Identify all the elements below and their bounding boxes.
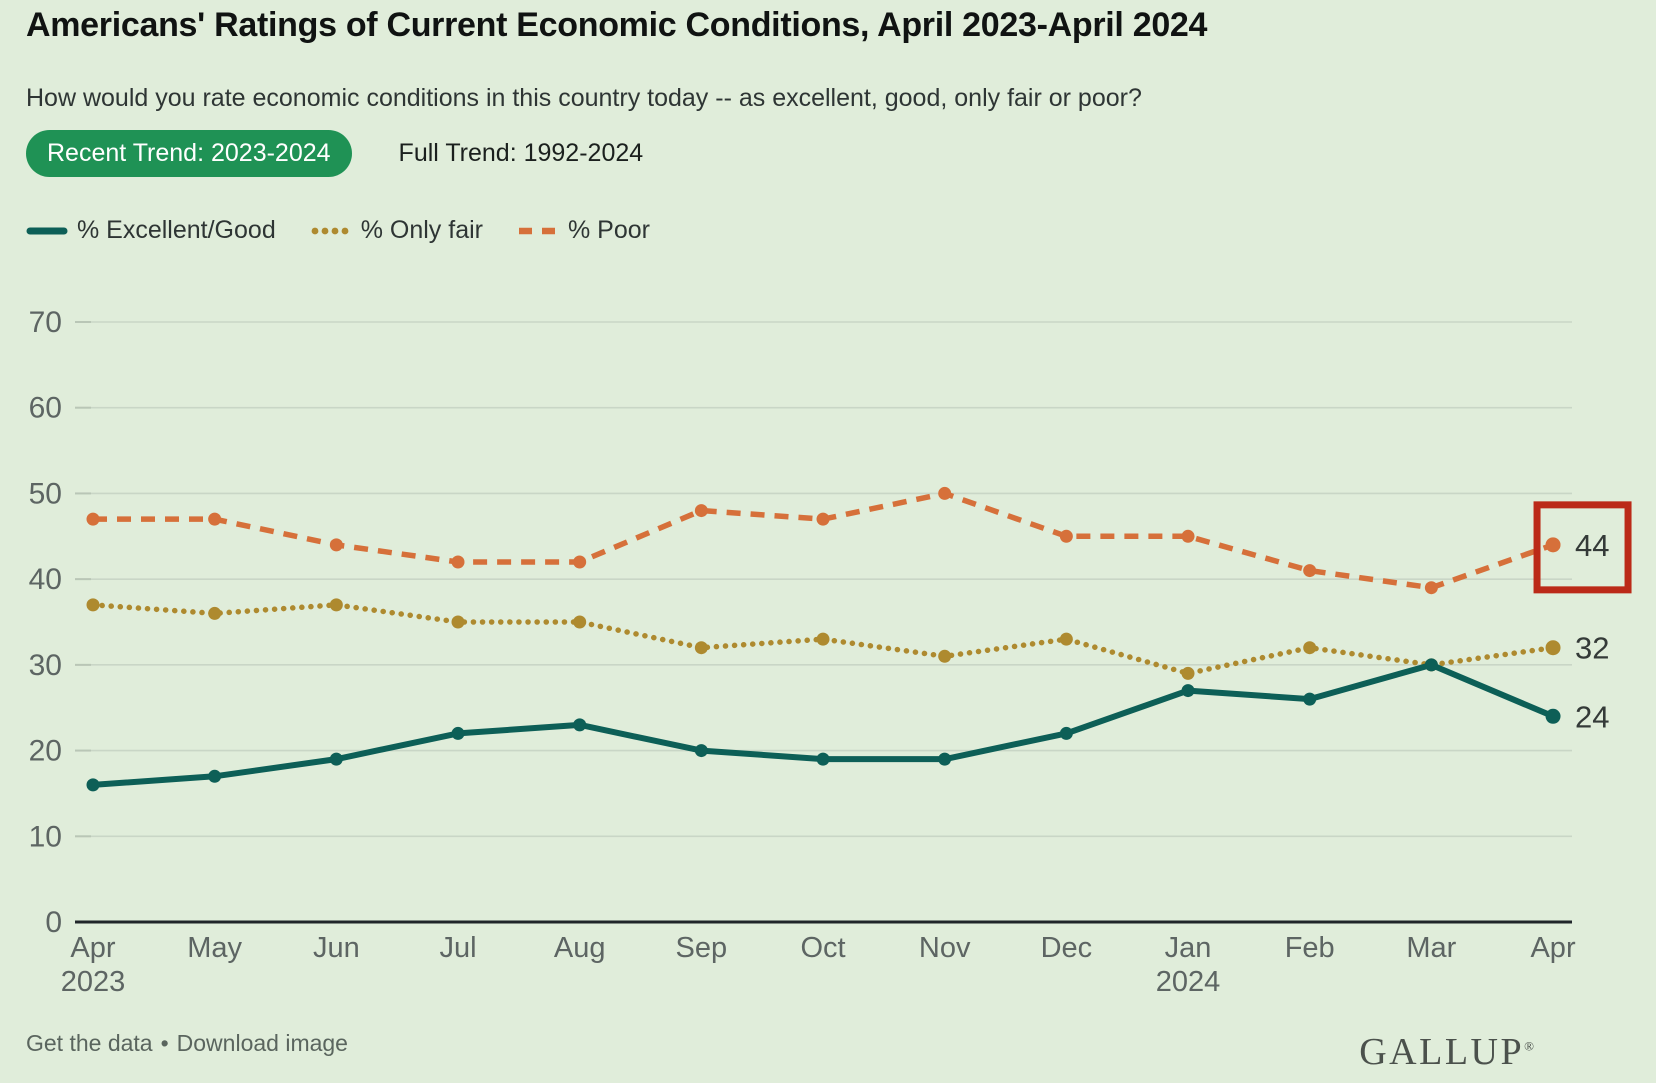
data-point-excellent-good [86,778,100,792]
legend-item-poor[interactable]: % Poor [517,216,650,245]
legend-swatch-solid-icon [26,227,68,234]
data-point-only-fair [208,606,222,620]
data-point-poor [573,555,587,569]
data-point-only-fair [694,641,708,655]
tab-recent-trend[interactable]: Recent Trend: 2023-2024 [26,130,352,177]
data-point-poor [1545,537,1561,553]
data-point-only-fair [1545,640,1561,656]
legend-swatch-dashed-icon [518,227,557,234]
data-point-excellent-good [573,718,587,732]
y-tick-label: 60 [29,392,62,425]
data-point-poor [938,486,952,500]
data-point-poor [1181,529,1195,543]
data-point-excellent-good [1181,684,1195,698]
y-tick-label: 40 [29,563,62,596]
x-tick-label: Apr [1530,932,1575,964]
data-point-excellent-good [816,752,830,766]
data-point-excellent-good [329,752,343,766]
data-point-only-fair [1059,632,1073,646]
data-point-excellent-good [694,744,708,758]
series-line-excellent-good [92,661,1555,788]
x-tick-label: Mar [1406,932,1456,964]
data-point-only-fair [938,649,952,663]
download-image-link[interactable]: Download image [176,1030,348,1056]
legend-label: % Excellent/Good [77,216,276,244]
y-tick-label: 30 [29,649,62,682]
data-point-excellent-good [1303,692,1317,706]
x-tick-year-label: 2024 [1156,966,1221,998]
data-point-only-fair [1181,666,1195,680]
data-point-excellent-good [451,726,465,740]
x-tick-label: Jul [439,932,476,964]
x-tick-label: Jun [313,932,360,964]
data-point-only-fair [573,615,587,629]
legend-swatch-dotted-icon [311,227,349,234]
x-tick-label: Dec [1041,932,1093,964]
data-point-only-fair [451,615,465,629]
legend-label: % Only fair [360,216,483,244]
y-tick-label: 10 [29,820,62,853]
x-tick-year-label: 2023 [61,966,126,998]
data-point-only-fair [1303,641,1317,655]
data-point-poor [86,512,100,526]
end-value-label-only-fair: 32 [1575,631,1609,666]
get-the-data-link[interactable]: Get the data [26,1030,153,1056]
data-point-excellent-good [208,769,222,783]
x-tick-label: Feb [1285,932,1335,964]
data-point-poor [451,555,465,569]
data-point-only-fair [329,598,343,612]
series-line-poor [93,490,1554,591]
page-title: Americans' Ratings of Current Economic C… [26,6,1208,44]
y-tick-label: 50 [29,477,62,510]
footer-links: Get the data • Download image [26,1030,348,1057]
data-point-poor [816,512,830,526]
legend-item-only-fair[interactable]: % Only fair [310,216,483,245]
data-point-excellent-good [1424,658,1438,672]
end-value-label-excellent-good: 24 [1575,699,1609,734]
x-tick-label: Sep [676,932,728,964]
legend-item-excellent-good[interactable]: % Excellent/Good [26,216,276,245]
data-point-poor [208,512,222,526]
x-tick-label: Oct [800,932,845,964]
data-point-poor [1303,564,1317,578]
data-point-excellent-good [1059,726,1073,740]
data-point-only-fair [86,598,100,612]
x-tick-label: Jan [1165,932,1212,964]
tab-full-trend[interactable]: Full Trend: 1992-2024 [398,139,644,167]
data-point-poor [694,504,708,518]
y-tick-label: 0 [45,906,62,939]
legend-label: % Poor [567,216,650,244]
footer-separator: • [160,1030,169,1056]
x-tick-label: May [187,932,242,964]
end-value-label-poor: 44 [1575,528,1609,563]
highlight-box [1533,501,1632,594]
registered-mark: ® [1524,1038,1534,1054]
x-tick-label: Apr [70,932,115,964]
data-point-poor [1059,529,1073,543]
y-tick-label: 20 [29,735,62,768]
data-point-poor [1424,581,1438,595]
data-point-excellent-good [938,752,952,766]
gallup-logo: GALLUP® [1359,1031,1534,1073]
data-point-poor [329,538,343,552]
trend-tabs: Recent Trend: 2023-2024 Full Trend: 1992… [26,130,664,177]
survey-question: How would you rate economic conditions i… [26,84,1142,112]
chart-legend: % Excellent/Good % Only fair % Poor [26,216,650,245]
x-tick-label: Nov [919,932,971,964]
data-point-excellent-good [1545,708,1561,724]
y-tick-label: 70 [29,306,62,339]
x-tick-label: Aug [554,932,606,964]
data-point-only-fair [816,632,830,646]
